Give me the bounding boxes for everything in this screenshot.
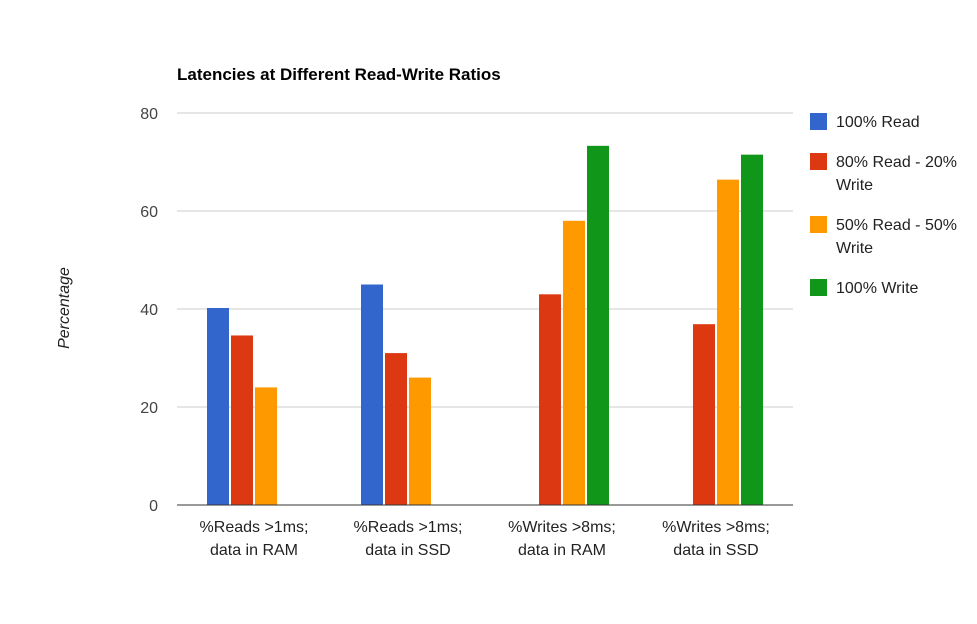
- x-category-label: %Reads >1ms;: [354, 519, 463, 536]
- bar-50-read-50-write-2: [409, 377, 431, 505]
- legend-label: 50% Read - 50%: [836, 217, 957, 234]
- legend-swatch: [810, 113, 827, 130]
- x-category-label: data in SSD: [673, 542, 758, 559]
- x-category-label: %Reads >1ms;: [200, 519, 309, 536]
- legend-label: 100% Read: [836, 114, 920, 131]
- x-category-labels: %Reads >1ms; data in RAM %Reads >1ms; data …: [200, 519, 770, 559]
- x-category-label: %Writes >8ms;: [662, 519, 770, 536]
- y-tick-labels: 0 20 40 60 80: [140, 106, 158, 515]
- y-tick-label: 20: [140, 400, 158, 417]
- x-category-label: data in SSD: [365, 542, 450, 559]
- bar-100-read-2: [361, 284, 383, 505]
- legend-swatch: [810, 216, 827, 233]
- bars: [207, 145, 763, 506]
- y-tick-label: 60: [140, 204, 158, 221]
- bar-80-read-20-write-1: [231, 335, 253, 505]
- bar-50-read-50-write-4: [717, 179, 739, 505]
- legend-label: Write: [836, 177, 873, 194]
- bar-100-read-1: [207, 308, 229, 505]
- legend-label: Write: [836, 240, 873, 257]
- bar-50-read-50-write-3: [563, 220, 585, 506]
- y-tick-label: 80: [140, 106, 158, 123]
- x-category-label: data in RAM: [518, 542, 606, 559]
- bar-80-read-20-write-4: [693, 324, 715, 505]
- bar-100-write-3: [587, 145, 609, 505]
- bar-80-read-20-write-2: [385, 353, 407, 505]
- chart-title: Latencies at Different Read-Write Ratios: [177, 65, 501, 84]
- bar-50-read-50-write-1: [255, 387, 277, 505]
- x-category-label: %Writes >8ms;: [508, 519, 616, 536]
- y-tick-label: 0: [149, 498, 158, 515]
- bar-80-read-20-write-3: [539, 294, 561, 505]
- y-axis-label: Percentage: [56, 267, 73, 349]
- bar-100-write-4: [741, 154, 763, 505]
- y-tick-label: 40: [140, 302, 158, 319]
- legend: 100% Read 80% Read - 20% Write 50% Read - 5…: [810, 113, 957, 297]
- gridlines: [177, 112, 793, 408]
- legend-label: 80% Read - 20%: [836, 154, 957, 171]
- legend-label: 100% Write: [836, 280, 919, 297]
- x-category-label: data in RAM: [210, 542, 298, 559]
- legend-swatch: [810, 279, 827, 296]
- legend-swatch: [810, 153, 827, 170]
